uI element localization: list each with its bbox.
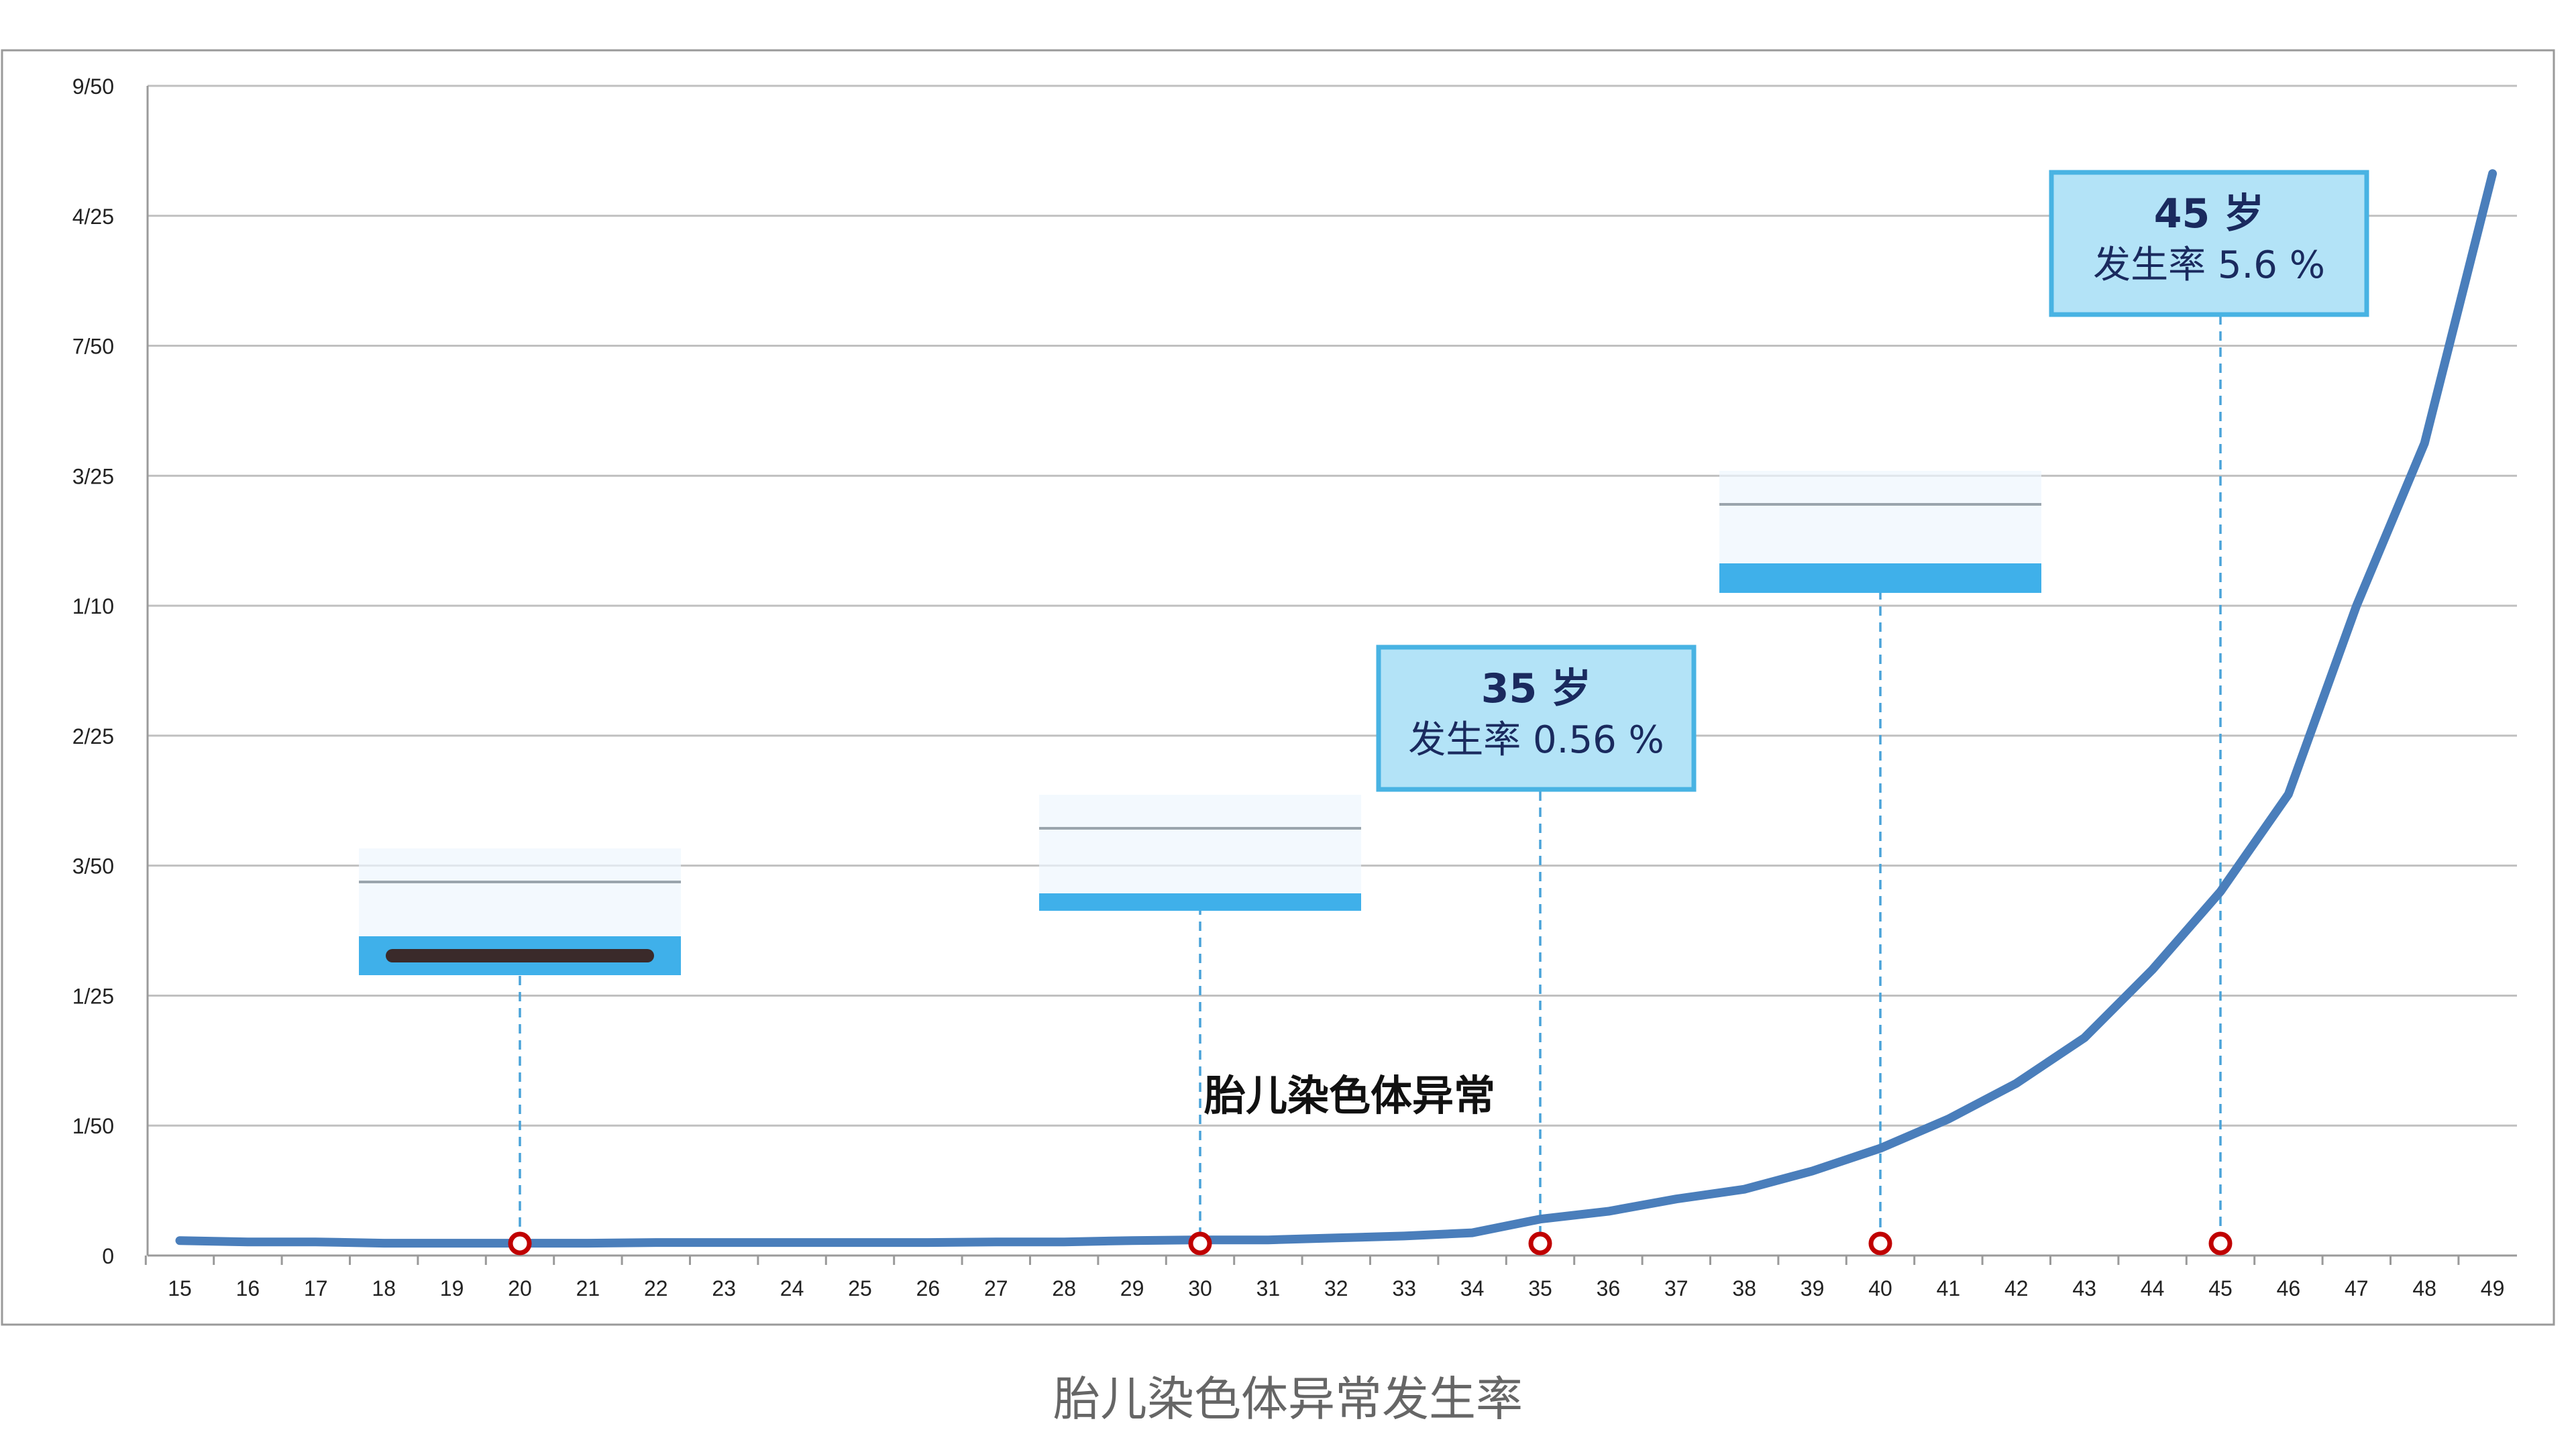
series-inline-label: 胎儿染色体异常 (1204, 1071, 1495, 1120)
tube-glow (359, 848, 681, 949)
x-tick-label: 33 (1392, 1276, 1416, 1300)
marker-layer (508, 1231, 2233, 1256)
x-tick-label: 43 (2072, 1276, 2096, 1300)
x-tick-label: 38 (1732, 1276, 1756, 1300)
x-tick-label: 21 (576, 1276, 600, 1300)
x-tick-label: 15 (168, 1276, 192, 1300)
x-tick-label: 31 (1256, 1276, 1281, 1300)
x-tick-label: 48 (2412, 1276, 2436, 1300)
tube-glow (1719, 471, 2041, 571)
y-tick-label: 1/25 (72, 984, 114, 1008)
annotation-35-rate: 发生率 0.56 % (1408, 718, 1664, 762)
marker-20 (508, 1231, 532, 1256)
x-tick-label: 28 (1052, 1276, 1076, 1300)
annotation-box-45: 45 岁 发生率 5.6 % (2049, 170, 2369, 317)
y-tick-label: 9/50 (72, 74, 114, 99)
series-line (175, 169, 2498, 1248)
y-tick-label: 2/25 (72, 724, 114, 748)
x-tick-label: 36 (1597, 1276, 1621, 1300)
x-tick-label: 42 (2004, 1276, 2029, 1300)
axis-layer: 0 1/50 1/25 3/50 2/25 1/10 3/25 7/50 4/25 9/50 15 1… (72, 74, 2505, 1300)
annotation-45-rate: 发生率 5.6 % (2093, 243, 2325, 287)
x-tick-label: 35 (1528, 1276, 1552, 1300)
y-tick-label: 0 (102, 1244, 114, 1268)
x-tick-label: 20 (508, 1276, 532, 1300)
marker-45 (2208, 1231, 2233, 1256)
x-tick-label: 46 (2277, 1276, 2301, 1300)
x-tick-label: 37 (1664, 1276, 1688, 1300)
x-tick-label: 45 (2208, 1276, 2233, 1300)
tube-body (1039, 893, 1361, 911)
x-tick-label: 41 (1937, 1276, 1961, 1300)
x-tick-label: 49 (2481, 1276, 2505, 1300)
x-tick-label: 44 (2141, 1276, 2165, 1300)
decoration-layer (359, 471, 2041, 975)
x-tick-label: 23 (712, 1276, 736, 1300)
y-tick-label: 3/50 (72, 854, 114, 879)
x-tick-label: 34 (1460, 1276, 1485, 1300)
x-tick-label: 40 (1868, 1276, 1892, 1300)
x-tick-label: 26 (916, 1276, 941, 1300)
x-tick-label: 32 (1324, 1276, 1348, 1300)
x-tick-label: 30 (1188, 1276, 1212, 1300)
x-tick-label: 47 (2345, 1276, 2369, 1300)
series-line-layer (175, 169, 2498, 1248)
tube-glow (1039, 795, 1361, 895)
tube-body (1719, 563, 2041, 593)
marker-30 (1188, 1231, 1212, 1256)
x-tick-label: 19 (440, 1276, 464, 1300)
y-tick-label: 4/25 (72, 205, 114, 229)
dashed-guide-layer (519, 315, 2222, 1243)
y-tick-label: 7/50 (72, 335, 114, 359)
x-tick-label: 24 (780, 1276, 804, 1300)
annotation-45-title: 45 岁 (2154, 190, 2264, 237)
marker-40 (1868, 1231, 1892, 1256)
annotation-35-title: 35 岁 (1481, 665, 1591, 712)
x-tick-label: 39 (1801, 1276, 1825, 1300)
x-tick-label: 18 (372, 1276, 396, 1300)
marker-35 (1528, 1231, 1552, 1256)
tube-inner (386, 949, 654, 962)
y-tick-label: 1/50 (72, 1114, 114, 1138)
x-tick-label: 29 (1120, 1276, 1144, 1300)
grid-layer (148, 85, 2517, 1257)
x-tick-label: 17 (304, 1276, 328, 1300)
x-tick-label: 22 (644, 1276, 668, 1300)
x-tick-label: 27 (984, 1276, 1008, 1300)
y-tick-label: 3/25 (72, 464, 114, 488)
x-tick-label: 16 (236, 1276, 260, 1300)
annotation-box-35: 35 岁 发生率 0.56 % (1376, 645, 1697, 792)
chart-caption: 胎儿染色体异常发生率 (1053, 1372, 1523, 1427)
x-tick-label: 25 (848, 1276, 872, 1300)
y-tick-label: 1/10 (72, 594, 114, 618)
